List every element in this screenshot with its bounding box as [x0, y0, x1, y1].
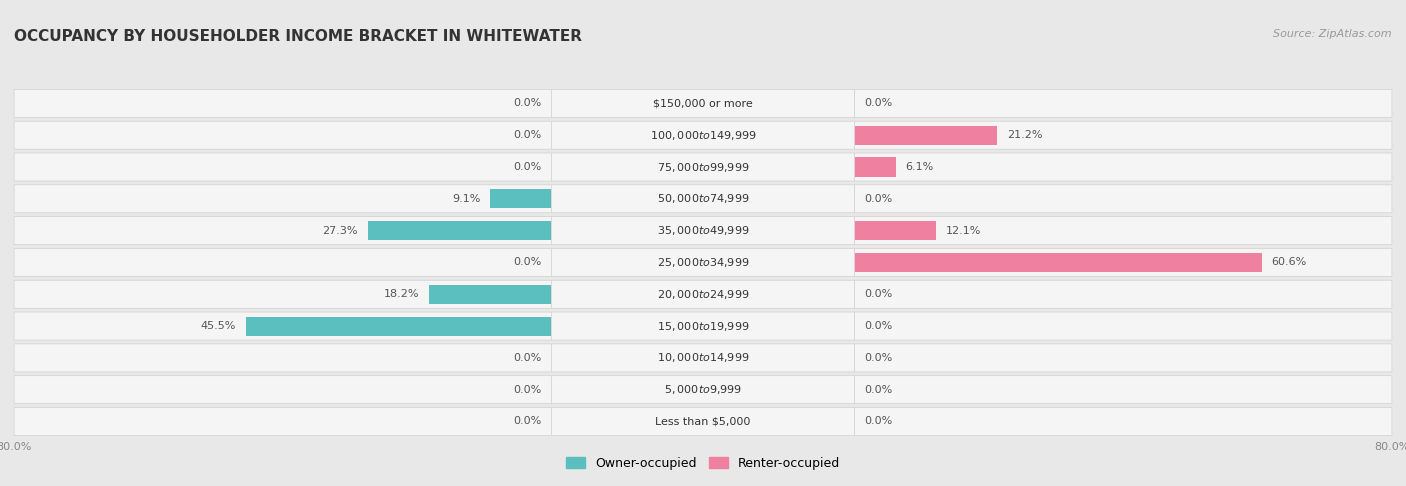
- FancyBboxPatch shape: [551, 344, 855, 372]
- Text: 0.0%: 0.0%: [865, 289, 893, 299]
- FancyBboxPatch shape: [551, 89, 855, 118]
- FancyBboxPatch shape: [14, 344, 551, 372]
- FancyBboxPatch shape: [551, 407, 855, 435]
- Text: 0.0%: 0.0%: [865, 385, 893, 395]
- FancyBboxPatch shape: [551, 121, 855, 149]
- Text: 6.1%: 6.1%: [905, 162, 934, 172]
- Text: $100,000 to $149,999: $100,000 to $149,999: [650, 129, 756, 142]
- Text: 60.6%: 60.6%: [1271, 258, 1308, 267]
- FancyBboxPatch shape: [855, 280, 1392, 308]
- Text: 45.5%: 45.5%: [200, 321, 236, 331]
- FancyBboxPatch shape: [14, 153, 551, 181]
- FancyBboxPatch shape: [551, 185, 855, 213]
- FancyBboxPatch shape: [855, 89, 1392, 118]
- Text: Less than $5,000: Less than $5,000: [655, 417, 751, 427]
- Text: 0.0%: 0.0%: [513, 353, 541, 363]
- Text: 12.1%: 12.1%: [946, 226, 981, 236]
- Text: 21.2%: 21.2%: [1007, 130, 1042, 140]
- Bar: [429, 285, 551, 304]
- Text: 9.1%: 9.1%: [451, 194, 481, 204]
- FancyBboxPatch shape: [855, 376, 1392, 404]
- Text: 0.0%: 0.0%: [513, 130, 541, 140]
- FancyBboxPatch shape: [14, 185, 551, 213]
- FancyBboxPatch shape: [551, 153, 855, 181]
- FancyBboxPatch shape: [14, 280, 551, 308]
- Text: 0.0%: 0.0%: [513, 385, 541, 395]
- Text: $20,000 to $24,999: $20,000 to $24,999: [657, 288, 749, 301]
- FancyBboxPatch shape: [551, 280, 855, 308]
- Legend: Owner-occupied, Renter-occupied: Owner-occupied, Renter-occupied: [561, 452, 845, 475]
- FancyBboxPatch shape: [14, 217, 551, 244]
- FancyBboxPatch shape: [551, 217, 855, 244]
- Text: Source: ZipAtlas.com: Source: ZipAtlas.com: [1274, 29, 1392, 39]
- Text: 0.0%: 0.0%: [865, 321, 893, 331]
- Text: 0.0%: 0.0%: [513, 417, 541, 427]
- Text: $35,000 to $49,999: $35,000 to $49,999: [657, 224, 749, 237]
- Text: 27.3%: 27.3%: [322, 226, 359, 236]
- Bar: [855, 126, 997, 145]
- Text: 0.0%: 0.0%: [513, 162, 541, 172]
- Text: 0.0%: 0.0%: [865, 353, 893, 363]
- Bar: [368, 221, 551, 240]
- Text: 0.0%: 0.0%: [865, 98, 893, 108]
- FancyBboxPatch shape: [551, 248, 855, 277]
- Text: OCCUPANCY BY HOUSEHOLDER INCOME BRACKET IN WHITEWATER: OCCUPANCY BY HOUSEHOLDER INCOME BRACKET …: [14, 29, 582, 44]
- Text: 0.0%: 0.0%: [513, 258, 541, 267]
- FancyBboxPatch shape: [14, 312, 551, 340]
- Bar: [855, 157, 896, 176]
- Text: $5,000 to $9,999: $5,000 to $9,999: [664, 383, 742, 396]
- Text: 0.0%: 0.0%: [865, 194, 893, 204]
- FancyBboxPatch shape: [14, 376, 551, 404]
- FancyBboxPatch shape: [855, 217, 1392, 244]
- Text: $150,000 or more: $150,000 or more: [654, 98, 752, 108]
- FancyBboxPatch shape: [855, 312, 1392, 340]
- FancyBboxPatch shape: [855, 185, 1392, 213]
- Text: $25,000 to $34,999: $25,000 to $34,999: [657, 256, 749, 269]
- FancyBboxPatch shape: [551, 312, 855, 340]
- FancyBboxPatch shape: [855, 344, 1392, 372]
- FancyBboxPatch shape: [855, 121, 1392, 149]
- FancyBboxPatch shape: [855, 153, 1392, 181]
- FancyBboxPatch shape: [855, 248, 1392, 277]
- FancyBboxPatch shape: [855, 407, 1392, 435]
- FancyBboxPatch shape: [14, 407, 551, 435]
- Bar: [491, 189, 551, 208]
- Text: $50,000 to $74,999: $50,000 to $74,999: [657, 192, 749, 205]
- FancyBboxPatch shape: [551, 376, 855, 404]
- Text: 18.2%: 18.2%: [384, 289, 419, 299]
- Text: $10,000 to $14,999: $10,000 to $14,999: [657, 351, 749, 364]
- Bar: [855, 253, 1261, 272]
- FancyBboxPatch shape: [14, 121, 551, 149]
- FancyBboxPatch shape: [14, 248, 551, 277]
- Bar: [855, 221, 936, 240]
- FancyBboxPatch shape: [14, 89, 551, 118]
- Text: $75,000 to $99,999: $75,000 to $99,999: [657, 160, 749, 174]
- Text: $15,000 to $19,999: $15,000 to $19,999: [657, 320, 749, 332]
- Text: 0.0%: 0.0%: [513, 98, 541, 108]
- Bar: [246, 316, 551, 336]
- Text: 0.0%: 0.0%: [865, 417, 893, 427]
